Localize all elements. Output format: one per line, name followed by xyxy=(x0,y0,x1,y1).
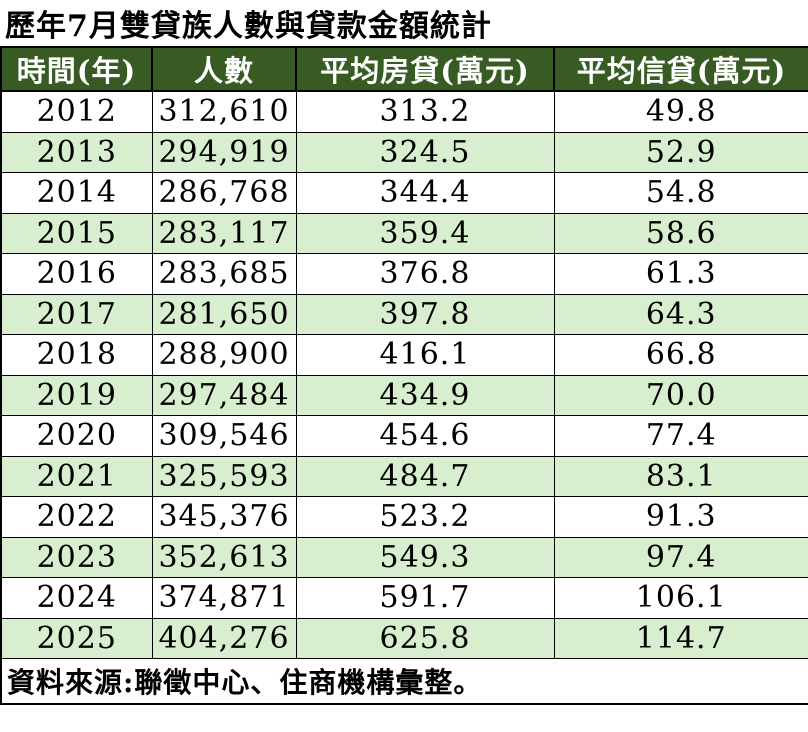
table-cell: 2013 xyxy=(0,131,153,173)
table-row: 2025 404,276 625.8 114.7 xyxy=(0,617,808,659)
table-cell: 2024 xyxy=(0,577,153,619)
source-note: 資料來源:聯徵中心、住商機構彙整。 xyxy=(0,658,808,705)
table-row: 2013 294,919 324.5 52.9 xyxy=(0,131,808,173)
table-row: 2015 283,117 359.4 58.6 xyxy=(0,212,808,254)
header-avg-credit-loan: 平均信貸(萬元) xyxy=(553,46,808,92)
table-cell: 70.0 xyxy=(553,374,808,416)
table-cell: 416.1 xyxy=(295,334,555,376)
table-row: 2021 325,593 484.7 83.1 xyxy=(0,455,808,497)
table-cell: 454.6 xyxy=(295,415,555,457)
table-cell: 97.4 xyxy=(553,536,808,578)
table-cell: 325,593 xyxy=(151,455,297,497)
table-cell: 2020 xyxy=(0,415,153,457)
page-title: 歷年7月雙貸族人數與貸款金額統計 xyxy=(5,9,492,44)
table-cell: 283,685 xyxy=(151,253,297,295)
table-cell: 2021 xyxy=(0,455,153,497)
table-row: 2014 286,768 344.4 54.8 xyxy=(0,172,808,214)
table-footer: 資料來源:聯徵中心、住商機構彙整。 xyxy=(0,658,808,705)
table-cell: 52.9 xyxy=(553,131,808,173)
table-cell: 297,484 xyxy=(151,374,297,416)
table-row: 2012 312,610 313.2 49.8 xyxy=(0,90,808,133)
table-cell: 312,610 xyxy=(151,90,297,133)
table-cell: 2025 xyxy=(0,617,153,659)
table-cell: 49.8 xyxy=(553,90,808,133)
table-row: 2017 281,650 397.8 64.3 xyxy=(0,293,808,335)
table-cell: 288,900 xyxy=(151,334,297,376)
table-cell: 106.1 xyxy=(553,577,808,619)
table-cell: 625.8 xyxy=(295,617,555,659)
table-header: 時間(年) 人數 平均房貸(萬元) 平均信貸(萬元) xyxy=(0,46,808,92)
table-cell: 434.9 xyxy=(295,374,555,416)
table-cell: 2017 xyxy=(0,293,153,335)
table-cell: 294,919 xyxy=(151,131,297,173)
table-cell: 523.2 xyxy=(295,496,555,538)
table-row: 2016 283,685 376.8 61.3 xyxy=(0,253,808,295)
table-cell: 66.8 xyxy=(553,334,808,376)
table-cell: 2015 xyxy=(0,212,153,254)
table-cell: 591.7 xyxy=(295,577,555,619)
table-cell: 64.3 xyxy=(553,293,808,335)
header-year: 時間(年) xyxy=(0,46,153,92)
table-cell: 2019 xyxy=(0,374,153,416)
table-cell: 324.5 xyxy=(295,131,555,173)
table-cell: 91.3 xyxy=(553,496,808,538)
table-cell: 61.3 xyxy=(553,253,808,295)
table-row: 2022 345,376 523.2 91.3 xyxy=(0,496,808,538)
table-cell: 345,376 xyxy=(151,496,297,538)
table-cell: 283,117 xyxy=(151,212,297,254)
table-cell: 359.4 xyxy=(295,212,555,254)
table-cell: 549.3 xyxy=(295,536,555,578)
header-row: 時間(年) 人數 平均房貸(萬元) 平均信貸(萬元) xyxy=(0,46,808,92)
table-cell: 58.6 xyxy=(553,212,808,254)
table-cell: 397.8 xyxy=(295,293,555,335)
table-row: 2023 352,613 549.3 97.4 xyxy=(0,536,808,578)
table-cell: 376.8 xyxy=(295,253,555,295)
table-cell: 114.7 xyxy=(553,617,808,659)
table-cell: 344.4 xyxy=(295,172,555,214)
loan-stats-table: 時間(年) 人數 平均房貸(萬元) 平均信貸(萬元) 2012 312,610 31… xyxy=(0,46,808,705)
table-cell: 54.8 xyxy=(553,172,808,214)
table-row: 2018 288,900 416.1 66.8 xyxy=(0,334,808,376)
table-cell: 2022 xyxy=(0,496,153,538)
table-cell: 404,276 xyxy=(151,617,297,659)
table-cell: 2012 xyxy=(0,90,153,133)
header-avg-mortgage: 平均房貸(萬元) xyxy=(295,46,555,92)
table-row: 2019 297,484 434.9 70.0 xyxy=(0,374,808,416)
table-cell: 2018 xyxy=(0,334,153,376)
table-cell: 77.4 xyxy=(553,415,808,457)
table-cell: 484.7 xyxy=(295,455,555,497)
table-cell: 352,613 xyxy=(151,536,297,578)
table-cell: 286,768 xyxy=(151,172,297,214)
table-row: 2020 309,546 454.6 77.4 xyxy=(0,415,808,457)
table-cell: 313.2 xyxy=(295,90,555,133)
table-cell: 2016 xyxy=(0,253,153,295)
header-people-count: 人數 xyxy=(151,46,297,92)
table-cell: 374,871 xyxy=(151,577,297,619)
table-cell: 281,650 xyxy=(151,293,297,335)
table-row: 2024 374,871 591.7 106.1 xyxy=(0,577,808,619)
table-cell: 309,546 xyxy=(151,415,297,457)
table-cell: 2014 xyxy=(0,172,153,214)
source-row: 資料來源:聯徵中心、住商機構彙整。 xyxy=(0,658,808,705)
table-cell: 2023 xyxy=(0,536,153,578)
table-cell: 83.1 xyxy=(553,455,808,497)
table-body: 2012 312,610 313.2 49.8 2013 294,919 324.5 52.9… xyxy=(0,90,808,659)
